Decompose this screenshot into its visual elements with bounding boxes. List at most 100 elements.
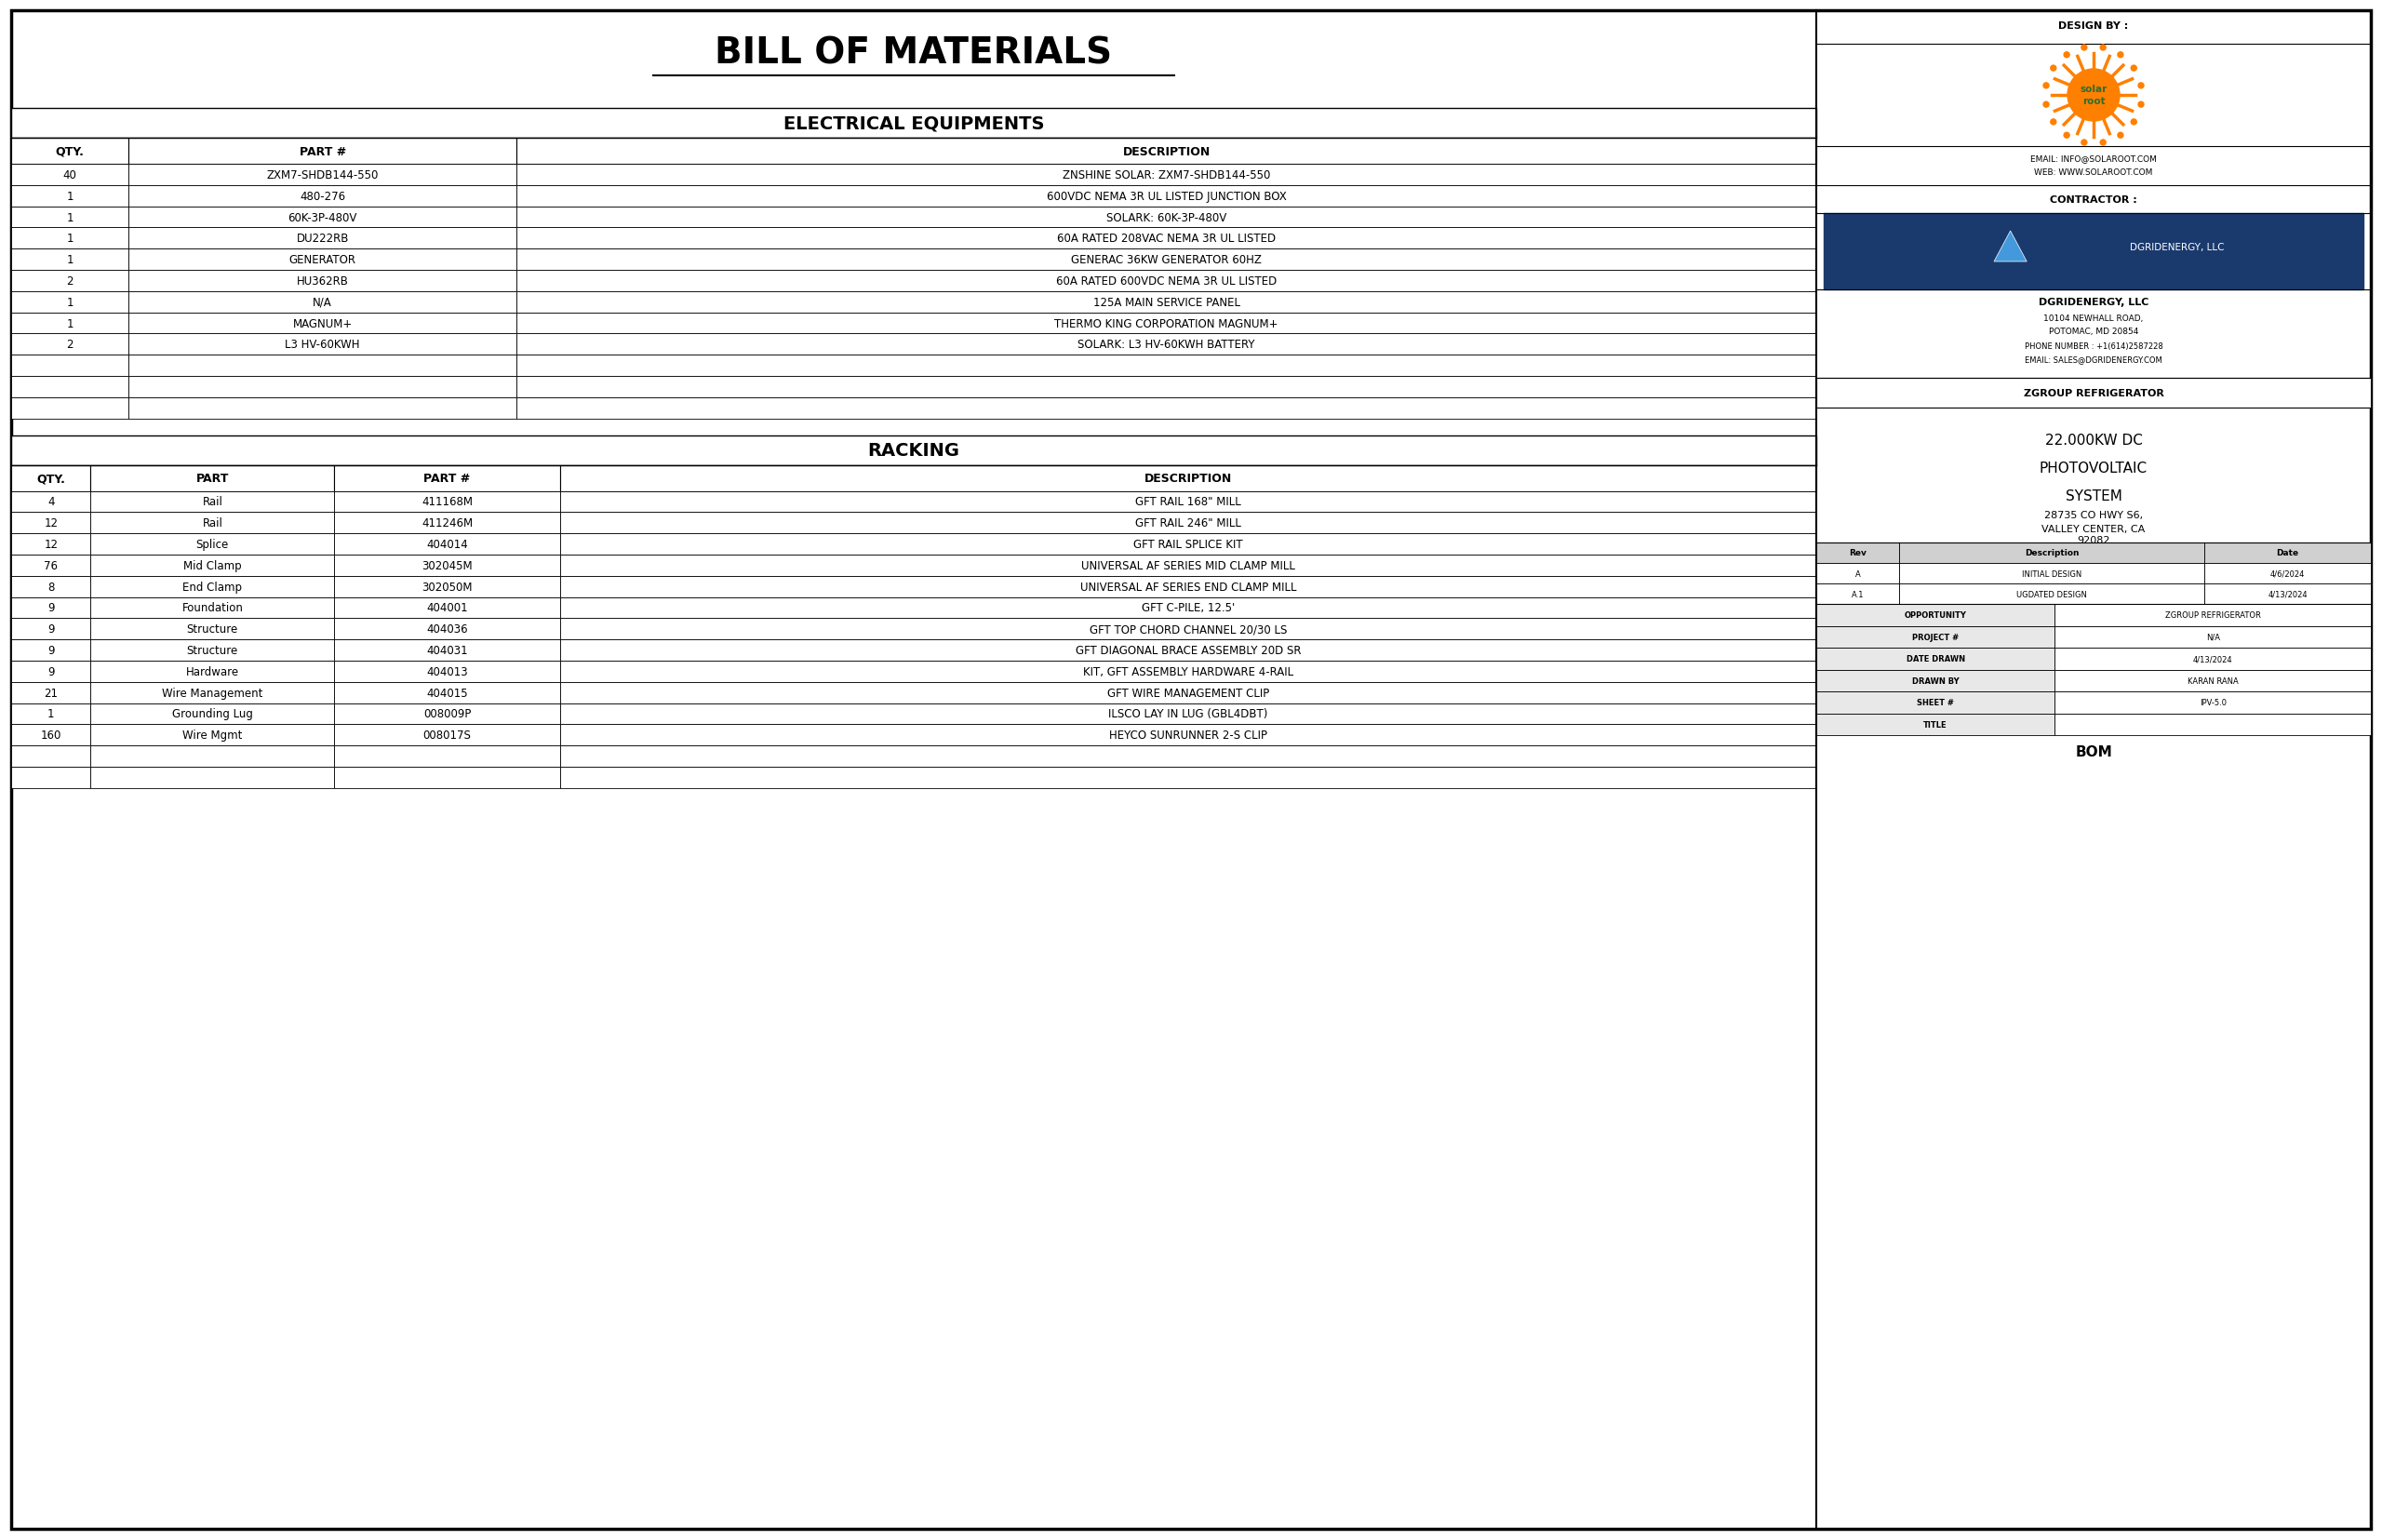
Bar [12,641,91,661]
Bar [12,186,129,206]
Text: HEYCO SUNRUNNER 2-S CLIP: HEYCO SUNRUNNER 2-S CLIP [1110,730,1267,741]
Text: GFT DIAGONAL BRACE ASSEMBLY 20D SR: GFT DIAGONAL BRACE ASSEMBLY 20D SR [1074,645,1301,656]
Text: KARAN RANA: KARAN RANA [2187,676,2239,685]
Text: BILL OF MATERIALS: BILL OF MATERIALS [715,35,1112,71]
Text: 12: 12 [43,517,57,530]
Bar [560,598,1817,619]
Text: GFT WIRE MANAGEMENT CLIP: GFT WIRE MANAGEMENT CLIP [1108,687,1270,699]
Bar [560,556,1817,576]
Text: KIT, GFT ASSEMBLY HARDWARE 4-RAIL: KIT, GFT ASSEMBLY HARDWARE 4-RAIL [1084,665,1293,678]
Bar [12,271,129,291]
Bar [517,228,1817,249]
Bar [560,513,1817,534]
Bar [2056,648,2370,670]
Bar [12,291,129,313]
Bar [12,598,91,619]
Text: 1: 1 [67,296,74,308]
Text: UGDATED DESIGN: UGDATED DESIGN [2018,590,2087,599]
Text: DESIGN BY :: DESIGN BY : [2058,22,2130,31]
Bar [333,513,560,534]
Bar [560,725,1817,745]
Text: THERMO KING CORPORATION MAGNUM+: THERMO KING CORPORATION MAGNUM+ [1055,317,1279,330]
Text: ZNSHINE SOLAR: ZXM7-SHDB144-550: ZNSHINE SOLAR: ZXM7-SHDB144-550 [1062,169,1270,182]
Text: 302045M: 302045M [422,559,472,571]
Text: Rail: Rail [202,517,222,530]
Text: GFT TOP CHORD CHANNEL 20/30 LS: GFT TOP CHORD CHANNEL 20/30 LS [1089,624,1286,636]
Bar [129,334,517,356]
Text: DU222RB: DU222RB [295,233,348,245]
Text: POTOMAC, MD 20854: POTOMAC, MD 20854 [2049,326,2139,336]
Text: Wire Mgmt: Wire Mgmt [183,730,243,741]
Bar [333,534,560,556]
Circle shape [2132,120,2137,125]
Text: ZXM7-SHDB144-550: ZXM7-SHDB144-550 [267,169,379,182]
Text: 92082: 92082 [2077,536,2110,545]
Bar [1898,584,2203,605]
Bar [129,228,517,249]
Text: PHONE NUMBER : +1(614)2587228: PHONE NUMBER : +1(614)2587228 [2025,342,2163,350]
Text: DESCRIPTION: DESCRIPTION [1143,473,1231,485]
Bar [91,745,333,767]
Bar [333,641,560,661]
Text: 404036: 404036 [426,624,467,636]
Bar [2203,564,2370,584]
Bar [12,436,1817,465]
Bar [91,491,333,513]
Text: 4/6/2024: 4/6/2024 [2270,570,2306,578]
Text: 60A RATED 208VAC NEMA 3R UL LISTED: 60A RATED 208VAC NEMA 3R UL LISTED [1058,233,1277,245]
Text: ZGROUP REFRIGERATOR: ZGROUP REFRIGERATOR [2022,388,2163,397]
Bar [517,165,1817,186]
Bar [129,271,517,291]
Text: PHOTOVOLTAIC: PHOTOVOLTAIC [2039,462,2149,476]
Circle shape [2101,46,2106,51]
Text: DGRIDENERGY, LLC: DGRIDENERGY, LLC [2039,297,2149,306]
Text: PART #: PART # [424,473,472,485]
Bar [517,291,1817,313]
Text: Rail: Rail [202,496,222,508]
Bar [1817,605,2056,627]
Text: 28735 CO HWY S6,: 28735 CO HWY S6, [2044,511,2144,521]
Text: N/A: N/A [312,296,331,308]
Bar [129,249,517,271]
Bar [560,661,1817,682]
Bar [2056,691,2370,713]
Circle shape [2118,132,2122,139]
Bar [91,576,333,598]
Bar [12,206,129,228]
Bar [12,556,91,576]
Bar [1825,214,2363,290]
Text: 12: 12 [43,539,57,551]
Bar [517,397,1817,419]
Bar [2056,605,2370,627]
Text: ILSCO LAY IN LUG (GBL4DBT): ILSCO LAY IN LUG (GBL4DBT) [1108,708,1267,721]
Circle shape [2063,52,2070,59]
Text: Description: Description [2025,550,2079,557]
Text: SHEET #: SHEET # [1918,699,1953,707]
Text: Mid Clamp: Mid Clamp [183,559,241,571]
Bar [1817,584,1898,605]
Bar [560,491,1817,513]
Text: 4/13/2024: 4/13/2024 [2268,590,2308,599]
Text: MAGNUM+: MAGNUM+ [293,317,353,330]
Text: 9: 9 [48,645,55,656]
Text: PROJECT #: PROJECT # [1913,633,1958,642]
Text: A: A [1856,570,1860,578]
Text: Structure: Structure [186,624,238,636]
Circle shape [2063,132,2070,139]
Text: 10104 NEWHALL ROAD,: 10104 NEWHALL ROAD, [2044,314,2144,322]
Text: DESCRIPTION: DESCRIPTION [1122,146,1210,157]
Bar [12,313,129,334]
Text: 404013: 404013 [426,665,467,678]
Bar [91,641,333,661]
Bar [91,682,333,704]
Bar [333,704,560,725]
Circle shape [2118,52,2122,59]
Text: ZGROUP REFRIGERATOR: ZGROUP REFRIGERATOR [2165,611,2261,619]
Bar [12,745,91,767]
Text: 60K-3P-480V: 60K-3P-480V [288,211,357,223]
Bar [517,206,1817,228]
Text: 9: 9 [48,624,55,636]
Bar [1817,564,1898,584]
Bar [12,767,91,788]
Text: 1: 1 [67,233,74,245]
